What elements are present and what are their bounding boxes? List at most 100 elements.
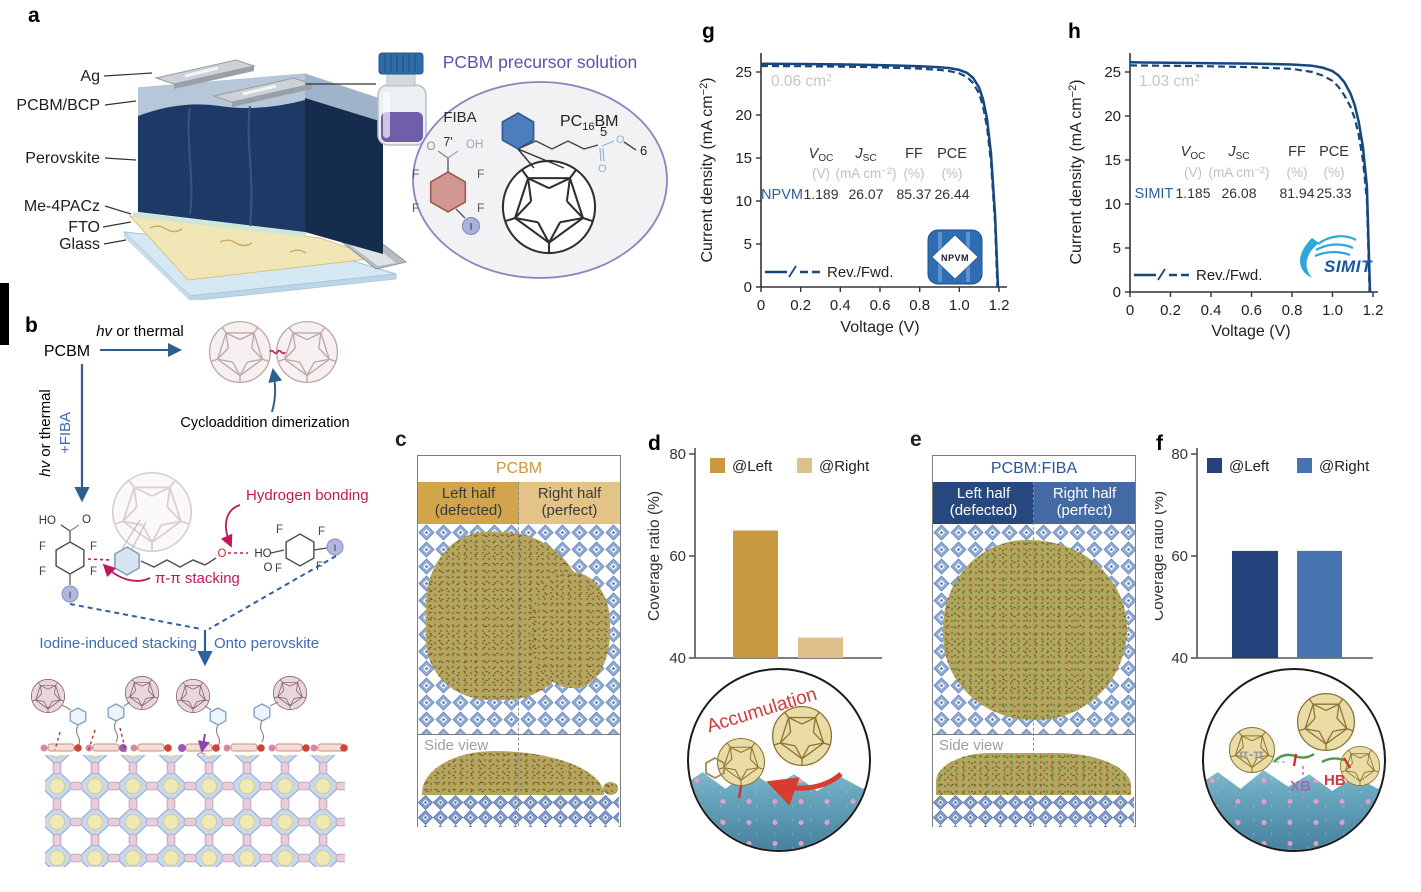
- svg-text:0.6: 0.6: [870, 297, 891, 314]
- dimer-illustration: [208, 320, 339, 384]
- legend-label-right: @Right: [1319, 458, 1370, 475]
- pcbm-precursor-solution: PCBM precursor solution FIBA O 7' OH F F…: [412, 52, 668, 279]
- bar-left: [1232, 550, 1278, 658]
- panel-b: b PCBM hv or thermal Cycloaddition dimer…: [25, 314, 369, 867]
- fto-me4pacz-layer: [128, 215, 379, 281]
- panel-c-side-view: Side view: [418, 734, 620, 827]
- pc16bm-c6: 6: [640, 143, 647, 158]
- panel-e-right-header: Right half (perfect): [1034, 482, 1135, 524]
- side-view-label: Side view: [424, 737, 489, 754]
- fiba-right-ho: HO: [254, 548, 271, 560]
- svg-text:1.189: 1.189: [803, 186, 838, 202]
- panel-f-inset-art: [1228, 692, 1381, 798]
- hydrogen-bonding-label: Hydrogen bonding: [246, 487, 369, 504]
- layer-label-ag: Ag: [80, 68, 100, 85]
- panel-f-chart: f 80 60 40 Coverage ratio (%) @Left @Rig…: [1155, 432, 1373, 667]
- npvm-logo: NPVM: [927, 229, 983, 285]
- legend-swatch-left: [710, 458, 725, 473]
- layer-labels: Ag PCBM/BCP Perovskite Me-4PACz FTO Glas…: [16, 68, 100, 253]
- panel-e-title: PCBM:FIBA: [990, 460, 1078, 477]
- svg-text:0: 0: [757, 297, 765, 314]
- panel-h-chart: h 0 5 10 15 20 25 0 0.2 0.4 0.6 0.8 1.0 …: [1067, 20, 1384, 340]
- fiba-f2: F: [477, 201, 484, 215]
- svg-text:JSC: JSC: [854, 146, 876, 164]
- svg-text:JSC: JSC: [1227, 144, 1249, 162]
- svg-text:VOC: VOC: [809, 146, 834, 164]
- fiba-left-f4: F: [90, 566, 97, 578]
- fiba-left-o: O: [82, 514, 91, 526]
- hv-thermal-side: hv or thermal: [37, 389, 54, 477]
- pcbm-fiba-aggregate-blob: [943, 540, 1127, 720]
- side-view-label: Side view: [939, 737, 1004, 754]
- fiba-right-i: I: [334, 543, 337, 553]
- svg-text:40: 40: [1171, 650, 1188, 667]
- xb-label: XB: [1290, 778, 1311, 795]
- svg-text:VOC: VOC: [1181, 144, 1206, 162]
- panel-e-divider: [1033, 482, 1034, 826]
- fiba-f3: F: [412, 167, 419, 181]
- svg-text:(%): (%): [1287, 165, 1308, 180]
- svg-text:(%): (%): [942, 166, 963, 181]
- svg-text:0.8: 0.8: [909, 297, 930, 314]
- bar-left: [733, 530, 778, 658]
- g-ylabel: Current density (mA cm−2): [698, 77, 716, 262]
- svg-text:26.07: 26.07: [848, 186, 883, 202]
- cycloaddition-label: Cycloaddition dimerization: [180, 415, 349, 431]
- panel-d-yticks: 80 60 40: [669, 446, 686, 667]
- panel-e-top-view: [933, 524, 1135, 734]
- svg-text:1.0: 1.0: [1322, 302, 1343, 319]
- panel-a-label: a: [28, 4, 40, 27]
- svg-text:20: 20: [1104, 108, 1121, 125]
- perovskite-front: [138, 100, 305, 232]
- fiba-pos: 7': [443, 135, 452, 149]
- panel-f-label: f: [1156, 432, 1164, 455]
- plus-fiba-label: +FIBA: [57, 412, 74, 454]
- anchored-fullerenes: [30, 675, 308, 747]
- svg-text:5: 5: [744, 236, 752, 253]
- h-legend-label: Rev./Fwd.: [1196, 267, 1262, 284]
- svg-text:20: 20: [735, 107, 752, 124]
- panel-c-right-header: Right half (perfect): [519, 482, 620, 524]
- h-legend: Rev./Fwd.: [1134, 267, 1262, 284]
- svg-text:(V): (V): [812, 166, 830, 181]
- panel-e-label: e: [910, 428, 922, 451]
- panel-a: a Ag PCBM/BCP Perovskite M: [16, 4, 668, 300]
- panel-c-top-view: [418, 524, 620, 734]
- layer-label-glass: Glass: [59, 236, 100, 253]
- svg-text:(%): (%): [904, 166, 925, 181]
- pc16bm-c5: 5: [600, 124, 607, 139]
- svg-text:0.8: 0.8: [1282, 302, 1303, 319]
- g-ytick-labels: 0 5 10 15 20 25: [735, 64, 752, 296]
- fiba-oh: OH: [466, 139, 483, 151]
- g-ticks: [756, 71, 1000, 292]
- svg-text:0: 0: [1113, 284, 1121, 301]
- h-curve-fwd: [1129, 64, 1371, 293]
- svg-text:1.2: 1.2: [1363, 302, 1384, 319]
- svg-text:26.08: 26.08: [1221, 185, 1256, 201]
- g-xlabel: Voltage (V): [840, 319, 919, 336]
- legend-label-left: @Left: [732, 458, 773, 475]
- fiba-left-f2: F: [90, 541, 97, 553]
- svg-text:(mA cm−2): (mA cm−2): [1208, 165, 1269, 180]
- fiba-right-f2: F: [318, 526, 325, 538]
- legend-label-left: @Left: [1229, 458, 1270, 475]
- svg-text:15: 15: [1104, 152, 1121, 169]
- panel-g-chart: g 0 5 10 15 20 25 0 0.2 0.4 0.6 0.8 1.0 …: [698, 20, 1009, 336]
- pi-pi-label: π-π: [1238, 746, 1265, 762]
- h-device-name: SIMIT: [1135, 186, 1174, 202]
- svg-text:40: 40: [669, 650, 686, 667]
- fiba-molecule: FIBA O 7' OH F F F F I: [412, 109, 484, 235]
- g-table: VOC JSC FF PCE (V) (mA cm−2) (%) (%) NPV…: [761, 146, 970, 203]
- onto-perovskite-label: Onto perovskite: [214, 635, 319, 652]
- npvm-logo-text: NPVM: [941, 253, 969, 263]
- simit-logo-text: SIMIT: [1324, 257, 1373, 276]
- panel-e-side-view: Side view: [933, 734, 1135, 827]
- g-area-annotation: 0.06 cm2: [771, 73, 832, 90]
- panel-b-label: b: [25, 314, 38, 337]
- panel-f-inset: π-π XB HB: [1202, 668, 1386, 852]
- pcbm-aggregate-blob: [530, 572, 610, 688]
- fiba-right: HO O F F F F I: [254, 524, 344, 575]
- panel-d-inset: Accumulation: [687, 668, 871, 852]
- panel-c-title: PCBM: [495, 460, 543, 477]
